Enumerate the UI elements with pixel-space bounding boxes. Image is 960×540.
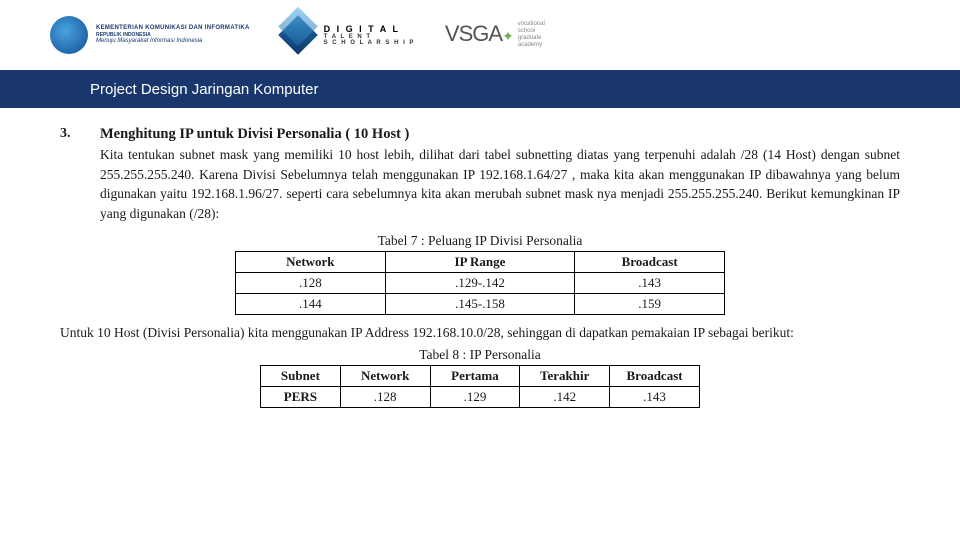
- logo-vsga: VSGA✦ vocational school graduate academy: [445, 21, 545, 50]
- table-row: Network IP Range Broadcast: [236, 252, 725, 273]
- kominfo-globe-icon: [50, 16, 88, 54]
- table8-col-subnet: Subnet: [261, 365, 341, 386]
- logo-digital-talent: D I G I T A L T A L E N T S C H O L A R …: [280, 17, 415, 53]
- table7-caption: Tabel 7 : Peluang IP Divisi Personalia: [60, 233, 900, 249]
- page-title: Project Design Jaringan Komputer: [90, 81, 318, 98]
- table-row: PERS .128 .129 .142 .143: [261, 386, 700, 407]
- digitaltalent-text: D I G I T A L T A L E N T S C H O L A R …: [324, 25, 415, 46]
- table8-col-network: Network: [340, 365, 430, 386]
- vsga-subtitle: vocational school graduate academy: [518, 21, 545, 50]
- logo-kominfo: KEMENTERIAN KOMUNIKASI DAN INFORMATIKA R…: [50, 16, 250, 54]
- table8: Subnet Network Pertama Terakhir Broadcas…: [260, 365, 700, 408]
- table7-col-network: Network: [236, 252, 386, 273]
- section-paragraph: Kita tentukan subnet mask yang memiliki …: [100, 145, 900, 223]
- table7-col-iprange: IP Range: [385, 252, 575, 273]
- table-row: .128 .129-.142 .143: [236, 273, 725, 294]
- title-banner: Project Design Jaringan Komputer: [0, 70, 960, 108]
- table8-col-pertama: Pertama: [430, 365, 520, 386]
- kominfo-text: KEMENTERIAN KOMUNIKASI DAN INFORMATIKA R…: [96, 25, 250, 45]
- table7: Network IP Range Broadcast .128 .129-.14…: [235, 251, 725, 315]
- vsga-text: VSGA: [445, 21, 502, 46]
- logo-bar: KEMENTERIAN KOMUNIKASI DAN INFORMATIKA R…: [0, 0, 960, 70]
- table8-caption: Tabel 8 : IP Personalia: [60, 347, 900, 363]
- table7-col-broadcast: Broadcast: [575, 252, 725, 273]
- section-heading: Menghitung IP untuk Divisi Personalia ( …: [100, 126, 900, 143]
- cube-icon: [280, 17, 316, 53]
- content-area: 3. Menghitung IP untuk Divisi Personalia…: [0, 108, 960, 408]
- section-number: 3.: [60, 126, 88, 229]
- table-row: Subnet Network Pertama Terakhir Broadcas…: [261, 365, 700, 386]
- table-row: .144 .145-.158 .159: [236, 294, 725, 315]
- table8-col-broadcast: Broadcast: [610, 365, 700, 386]
- paragraph-2: Untuk 10 Host (Divisi Personalia) kita m…: [60, 323, 900, 343]
- table8-col-terakhir: Terakhir: [520, 365, 610, 386]
- vsga-accent-icon: ✦: [502, 28, 514, 44]
